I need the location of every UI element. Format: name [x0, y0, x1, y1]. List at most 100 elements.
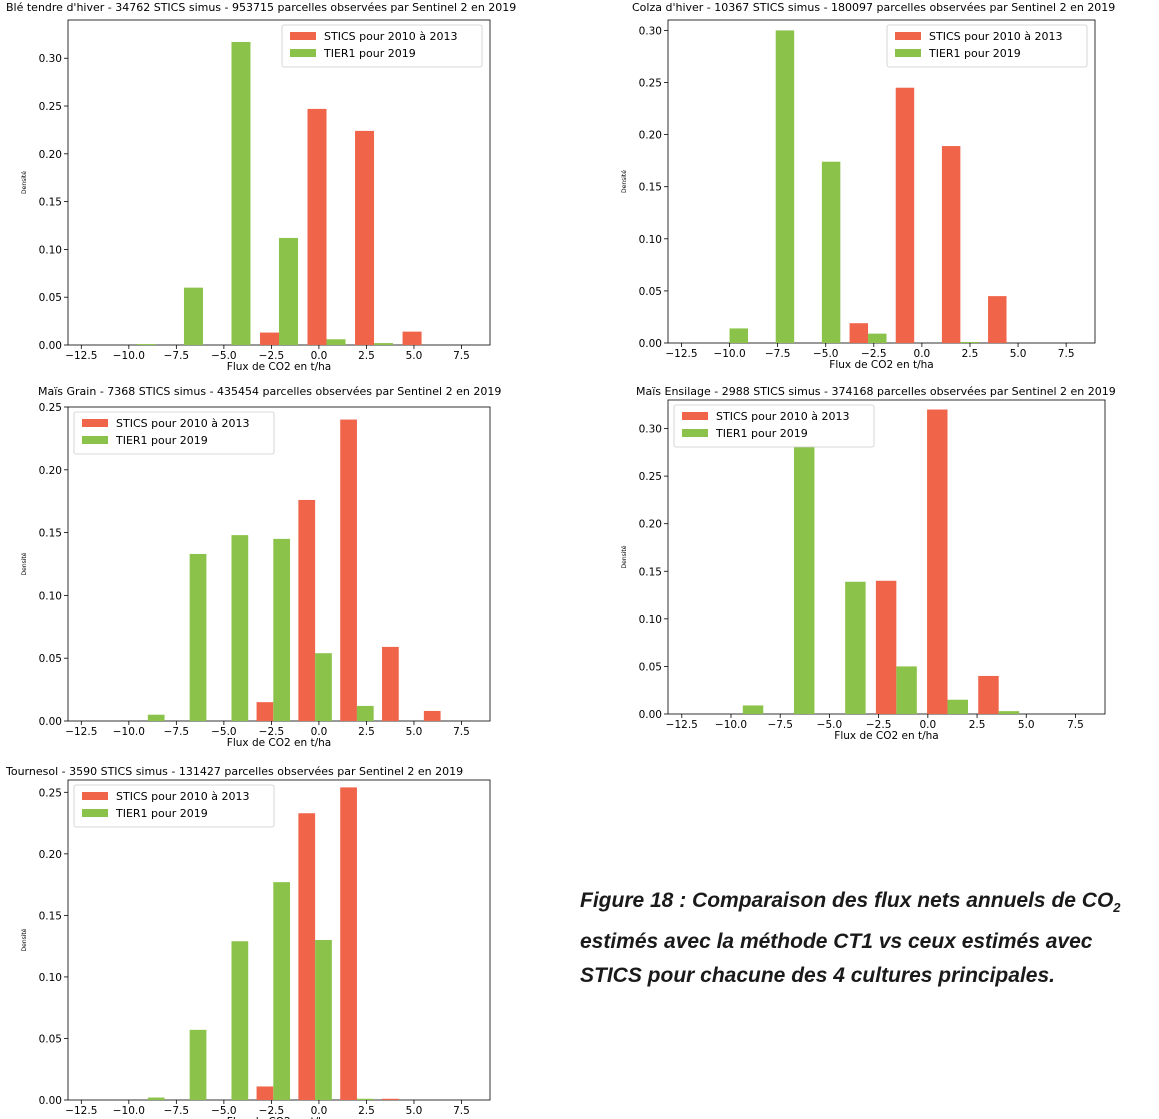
y-tick-label: 0.10	[639, 234, 662, 246]
y-tick-label: 0.20	[39, 149, 62, 161]
x-tick-label: −10.0	[715, 719, 747, 731]
legend-label-stics: STICS pour 2010 à 2013	[716, 410, 850, 423]
x-tick-label: 0.0	[311, 1105, 328, 1117]
legend-box	[281, 24, 483, 68]
bar-stics	[256, 702, 274, 721]
legend-swatch-stics	[682, 412, 708, 420]
x-tick-label: −12.5	[666, 719, 698, 731]
y-tick-label: 0.05	[639, 661, 662, 673]
bar-stics	[298, 499, 316, 721]
bar-tier1	[315, 653, 332, 721]
caption-part2: estimés avec la méthode CT1 vs ceux esti…	[580, 930, 1093, 988]
y-tick-label: 0.15	[39, 197, 62, 209]
chart-title: Maïs Ensilage - 2988 STICS simus - 37416…	[636, 385, 1116, 398]
x-tick-label: −10.0	[713, 348, 745, 360]
x-tick-label: 2.5	[358, 726, 375, 738]
x-tick-label: −5.0	[817, 719, 843, 731]
bar-stics	[423, 710, 441, 721]
bar-tier1	[231, 41, 251, 346]
x-tick-label: 7.5	[453, 350, 470, 362]
bar-stics	[875, 580, 897, 714]
x-tick-label: 5.0	[406, 1105, 423, 1117]
y-tick-label: 0.10	[39, 972, 62, 984]
bar-tier1	[273, 538, 291, 721]
bar-tier1	[231, 941, 249, 1100]
bar-tier1	[231, 535, 249, 721]
y-tick-label: 0.25	[39, 402, 62, 414]
x-tick-label: −10.0	[113, 1105, 145, 1117]
x-tick-label: −7.5	[164, 350, 190, 362]
x-tick-label: −10.0	[113, 726, 145, 738]
y-tick-label: 0.25	[639, 471, 662, 483]
legend-label-stics: STICS pour 2010 à 2013	[324, 30, 458, 43]
legend-swatch-tier1	[682, 429, 708, 437]
legend: STICS pour 2010 à 2013 TIER1 pour 2019	[281, 24, 483, 68]
bar-stics	[927, 409, 948, 714]
chart-title: Maïs Grain - 7368 STICS simus - 435454 p…	[38, 385, 502, 398]
x-tick-label: 0.0	[311, 350, 328, 362]
x-tick-label: −7.5	[164, 1105, 190, 1117]
x-tick-label: 0.0	[914, 348, 931, 360]
x-tick-label: 2.5	[962, 348, 979, 360]
x-tick-label: −2.5	[259, 350, 285, 362]
x-tick-label: 5.0	[1018, 719, 1035, 731]
y-axis-label: Densité	[621, 545, 628, 568]
y-tick-label: 0.00	[39, 716, 62, 728]
legend-box	[673, 404, 875, 448]
chart-panel-colza: Colza d'hiver - 10367 STICS simus - 1800…	[580, 0, 1155, 380]
x-tick-label: −5.0	[211, 726, 237, 738]
bar-stics	[259, 332, 279, 345]
bar-stics	[307, 108, 327, 345]
y-tick-label: 0.25	[39, 787, 62, 799]
y-tick-label: 0.00	[639, 709, 662, 721]
x-tick-label: −12.5	[665, 348, 697, 360]
y-tick-label: 0.20	[39, 849, 62, 861]
chart-svg-colza: 0.00 0.05 0.10 0.15 0.20 0.25 0.30 −12.5 −10.0 −7…	[621, 19, 1096, 371]
bar-stics	[978, 675, 999, 714]
y-tick-label: 0.30	[39, 53, 62, 65]
chart-title: Tournesol - 3590 STICS simus - 131427 pa…	[6, 765, 464, 778]
bar-tier1	[273, 882, 291, 1100]
y-tick-label: 0.05	[639, 286, 662, 298]
bar-stics	[382, 646, 399, 721]
bar-stics	[340, 419, 357, 721]
figure-caption: Figure 18 : Comparaison des flux nets an…	[580, 884, 1140, 993]
legend-label-tier1: TIER1 pour 2019	[115, 807, 208, 820]
legend-label-tier1: TIER1 pour 2019	[323, 47, 416, 60]
bar-tier1	[947, 699, 968, 714]
bar-stics	[849, 323, 869, 343]
bar-tier1	[189, 1029, 207, 1100]
bar-tier1	[279, 237, 299, 345]
x-tick-label: −10.0	[113, 350, 145, 362]
x-tick-label: 5.0	[406, 350, 423, 362]
x-tick-label: 7.5	[453, 1105, 470, 1117]
bar-stics	[256, 1086, 274, 1100]
x-tick-label: 5.0	[406, 726, 423, 738]
x-tick-label: 2.5	[358, 350, 375, 362]
y-tick-label: 0.05	[39, 292, 62, 304]
legend-box	[73, 411, 275, 455]
y-tick-label: 0.00	[39, 1095, 62, 1107]
chart-panel-mais-ensilage: Maïs Ensilage - 2988 STICS simus - 37416…	[580, 380, 1155, 760]
chart-svg-mais-ensilage: 0.00 0.05 0.10 0.15 0.20 0.25 0.30 −12.5 −10.0 −7…	[621, 399, 1106, 742]
bar-tier1	[793, 446, 815, 714]
bar-stics	[402, 331, 422, 345]
x-tick-label: 0.0	[919, 719, 936, 731]
legend-label-stics: STICS pour 2010 à 2013	[929, 30, 1063, 43]
plot-frame	[667, 19, 1096, 344]
y-tick-label: 0.15	[39, 528, 62, 540]
y-tick-label: 0.25	[39, 101, 62, 113]
bar-tier1	[960, 341, 979, 343]
caption-part1: Figure 18 : Comparaison des flux nets an…	[580, 889, 1114, 912]
legend: STICS pour 2010 à 2013 TIER1 pour 2019	[73, 784, 275, 828]
bar-stics	[988, 296, 1007, 343]
bar-tier1	[326, 339, 346, 345]
y-tick-label: 0.25	[639, 78, 662, 90]
legend-label-stics: STICS pour 2010 à 2013	[116, 417, 250, 430]
y-tick-label: 0.30	[639, 25, 662, 37]
chart-panel-mais-grain: Maïs Grain - 7368 STICS simus - 435454 p…	[0, 380, 575, 760]
y-tick-label: 0.20	[639, 130, 662, 142]
x-tick-label: 7.5	[1058, 348, 1075, 360]
x-axis-label: Flux de CO2 en t/ha	[834, 730, 938, 742]
x-axis-label: Flux de CO2 en t/ha	[227, 361, 331, 373]
